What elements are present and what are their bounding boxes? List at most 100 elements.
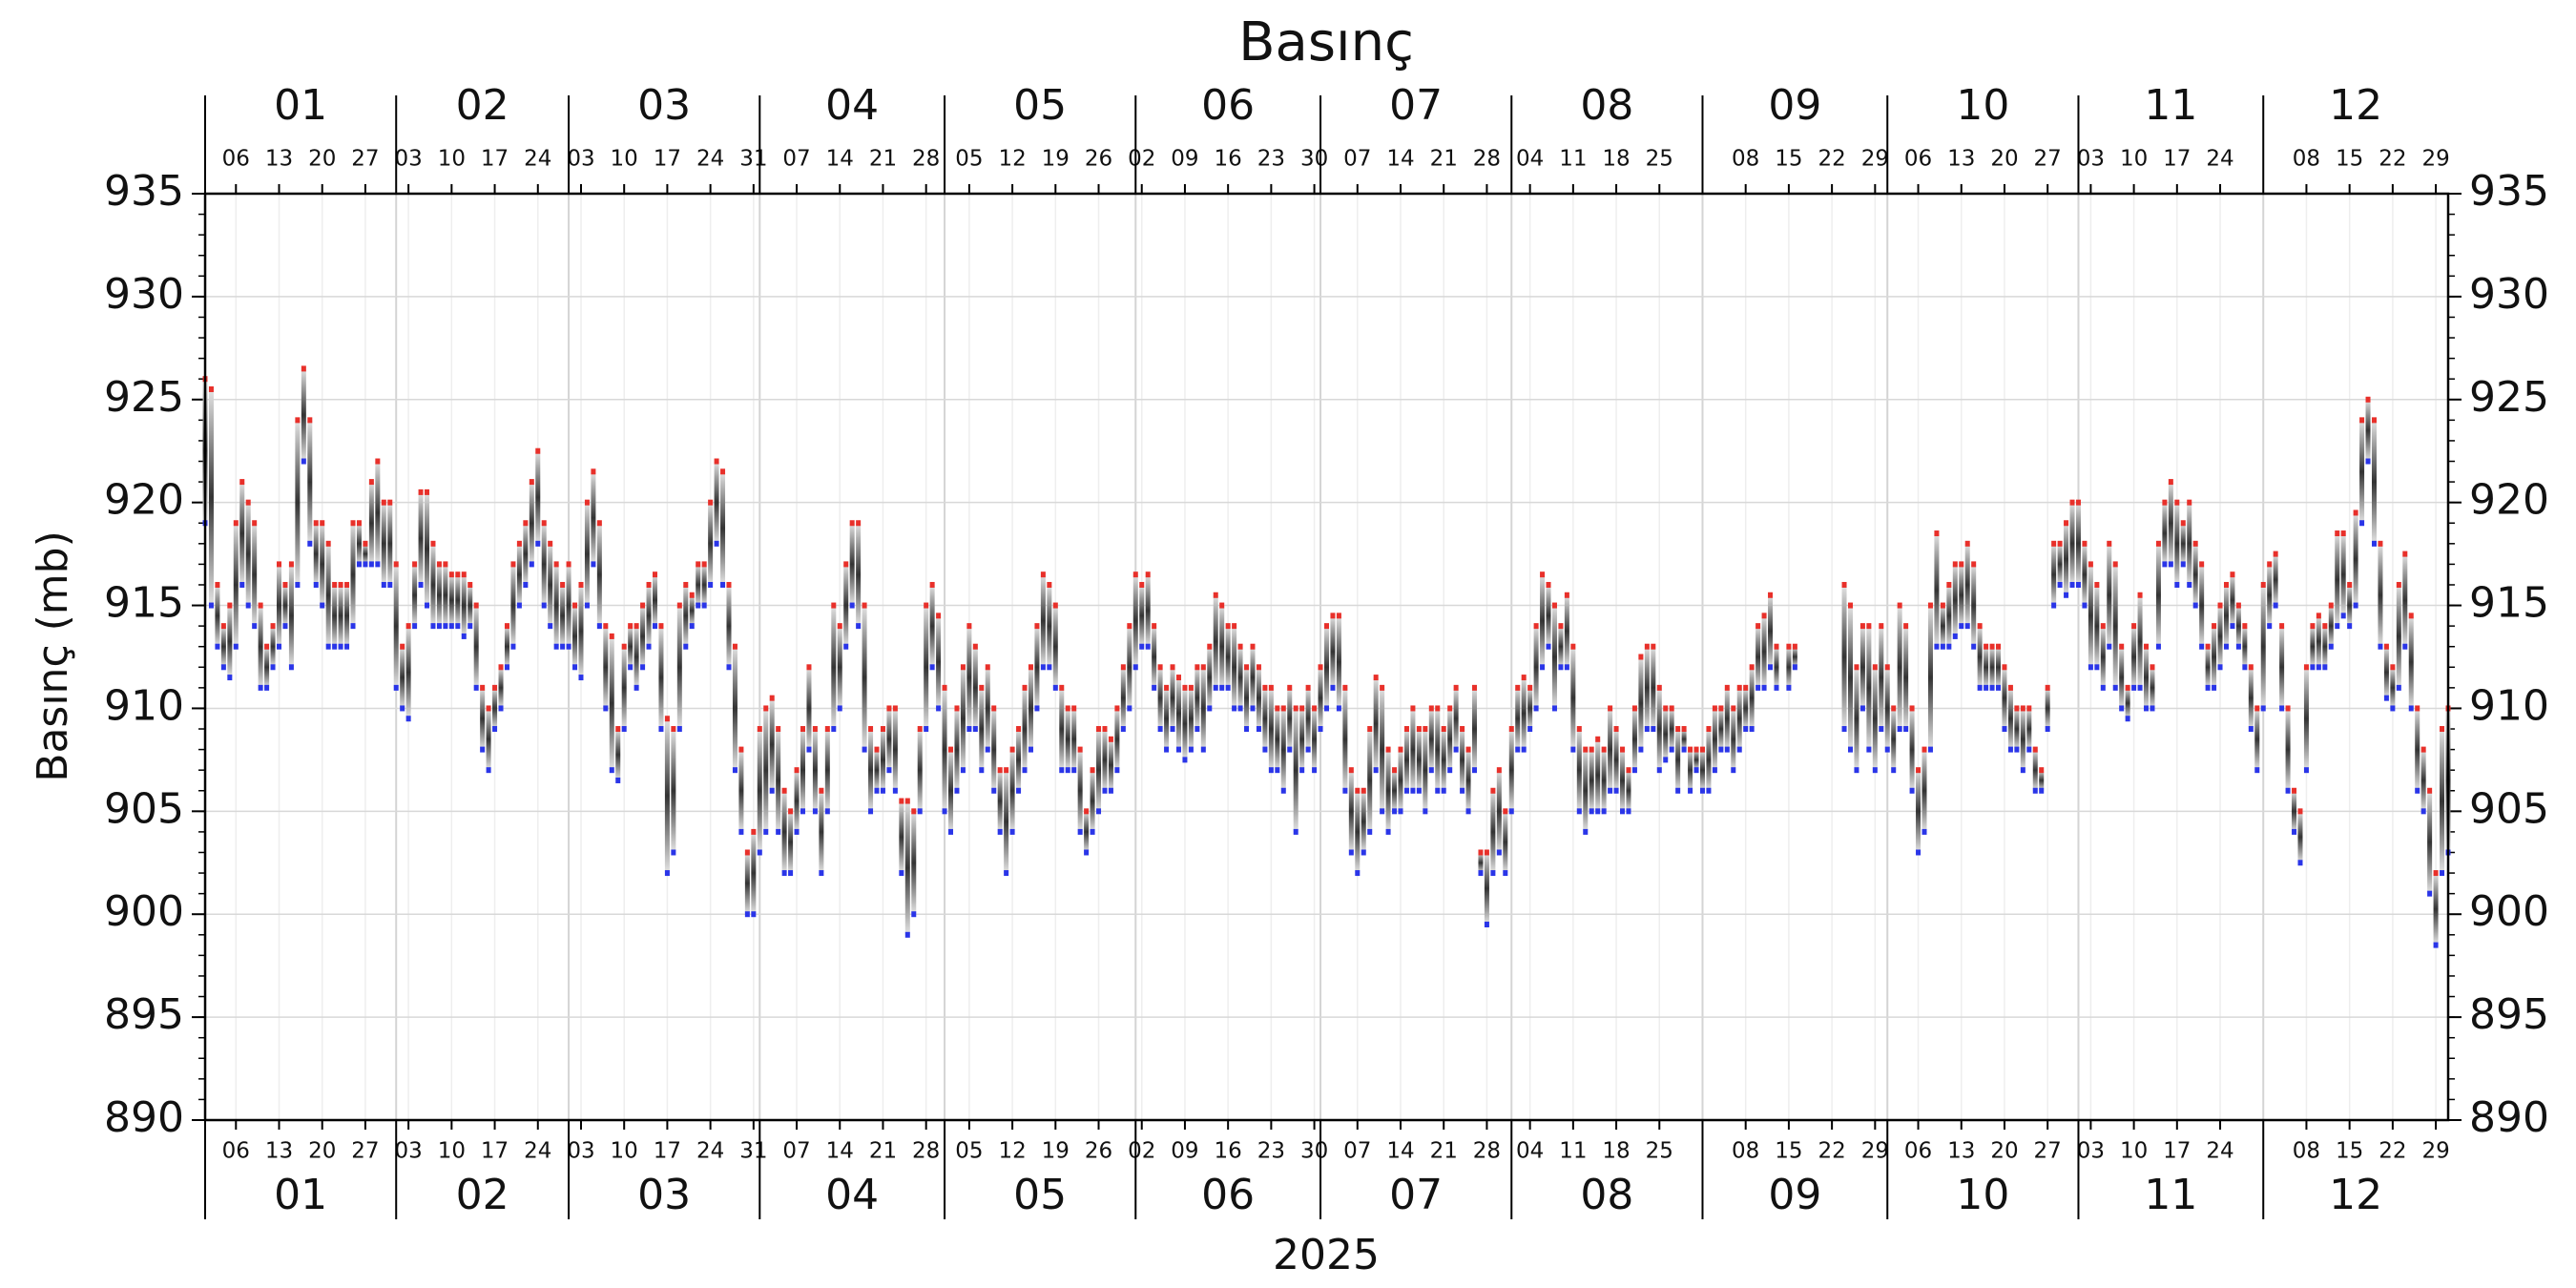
max-marker <box>393 561 399 568</box>
range-bar <box>1669 708 1674 750</box>
max-marker <box>2155 540 2161 547</box>
max-marker <box>628 623 634 630</box>
max-marker <box>2230 571 2235 578</box>
range-bar <box>960 667 966 771</box>
x-tick-label: 08 <box>2293 1139 2320 1164</box>
max-marker <box>2212 623 2217 630</box>
max-marker <box>301 365 306 372</box>
x-tick-label: 24 <box>2206 147 2233 172</box>
y-tick-label: 915 <box>2469 579 2549 628</box>
min-marker <box>1656 767 1662 774</box>
max-marker <box>2420 746 2426 753</box>
max-marker <box>1398 746 1403 753</box>
min-marker <box>1927 746 1933 753</box>
max-marker <box>1927 602 1933 609</box>
range-bar <box>1392 770 1398 812</box>
min-marker <box>1120 726 1126 733</box>
min-marker <box>208 602 214 609</box>
range-bar <box>1490 790 1496 874</box>
min-marker <box>609 767 614 774</box>
max-marker <box>2242 623 2248 630</box>
max-marker <box>1293 705 1298 712</box>
min-marker <box>664 870 670 877</box>
x-tick-label: 26 <box>1085 1139 1112 1164</box>
range-bar <box>2230 574 2235 627</box>
max-marker <box>2285 705 2291 712</box>
max-marker <box>2125 684 2130 691</box>
x-tick-label: 03 <box>567 1139 594 1164</box>
min-marker <box>1551 705 1557 712</box>
max-marker <box>504 623 509 630</box>
max-marker <box>1108 736 1113 742</box>
max-marker <box>2020 705 2025 712</box>
min-marker <box>1613 787 1619 794</box>
max-marker <box>972 643 978 650</box>
min-marker <box>1964 623 1970 630</box>
range-bar <box>1318 667 1323 730</box>
x-tick-label: 20 <box>1990 1139 2018 1164</box>
max-marker <box>220 623 226 630</box>
range-bar <box>2242 626 2248 668</box>
range-bar <box>443 564 448 627</box>
min-marker <box>1262 746 1268 753</box>
range-bar <box>1040 574 1046 668</box>
range-bar <box>856 523 862 627</box>
max-marker <box>2292 787 2297 794</box>
x-tick-label: 13 <box>1947 147 1975 172</box>
range-bar <box>2014 708 2020 750</box>
min-marker <box>1620 808 1626 815</box>
x-tick-label: 28 <box>1473 147 1501 172</box>
x-tick-label: 06 <box>1904 147 1932 172</box>
min-marker <box>1071 767 1077 774</box>
min-marker <box>2014 746 2020 753</box>
x-tick-label: 24 <box>524 147 551 172</box>
y-tick-label: 900 <box>2469 887 2549 936</box>
max-marker <box>1225 623 1231 630</box>
max-marker <box>516 540 522 547</box>
range-bar <box>2223 584 2229 647</box>
max-marker <box>2347 581 2353 588</box>
x-tick-label: 08 <box>1732 1139 1759 1164</box>
range-bar <box>1527 687 1533 730</box>
min-marker <box>720 581 726 588</box>
min-marker <box>548 623 553 630</box>
max-marker <box>2088 561 2093 568</box>
range-bar <box>972 646 978 730</box>
max-marker <box>1959 561 1964 568</box>
min-marker <box>862 746 867 753</box>
range-bar <box>1903 626 1909 730</box>
max-marker <box>443 561 448 568</box>
range-bar <box>1287 687 1293 750</box>
x-tick-label: 31 <box>739 147 767 172</box>
min-marker <box>1909 787 1915 794</box>
max-marker <box>1232 623 1237 630</box>
range-bar <box>2064 523 2069 595</box>
range-bar <box>1312 708 1318 771</box>
max-marker <box>2415 705 2420 712</box>
x-tick-label: 03 <box>2077 1139 2105 1164</box>
max-marker <box>1004 767 1009 774</box>
month-label: 09 <box>1768 81 1821 130</box>
max-marker <box>701 561 707 568</box>
max-marker <box>1496 767 1502 774</box>
range-bar <box>1188 687 1194 750</box>
max-marker <box>1219 602 1225 609</box>
month-label: 12 <box>2329 1171 2382 1219</box>
month-label: 03 <box>637 81 691 130</box>
range-bar <box>2365 399 2371 462</box>
max-marker <box>868 726 874 733</box>
max-marker <box>2069 499 2075 506</box>
min-marker <box>911 911 917 918</box>
max-marker <box>886 705 892 712</box>
range-bar <box>1348 770 1354 853</box>
min-marker <box>227 675 233 681</box>
x-tick-label: 10 <box>611 1139 638 1164</box>
max-marker <box>1472 684 1478 691</box>
range-bar <box>461 574 467 636</box>
min-marker <box>1521 746 1527 753</box>
min-marker <box>2254 767 2260 774</box>
range-bar <box>2150 667 2155 709</box>
range-bar <box>215 584 220 647</box>
range-bar <box>1398 749 1403 812</box>
range-bar <box>1872 667 1878 771</box>
